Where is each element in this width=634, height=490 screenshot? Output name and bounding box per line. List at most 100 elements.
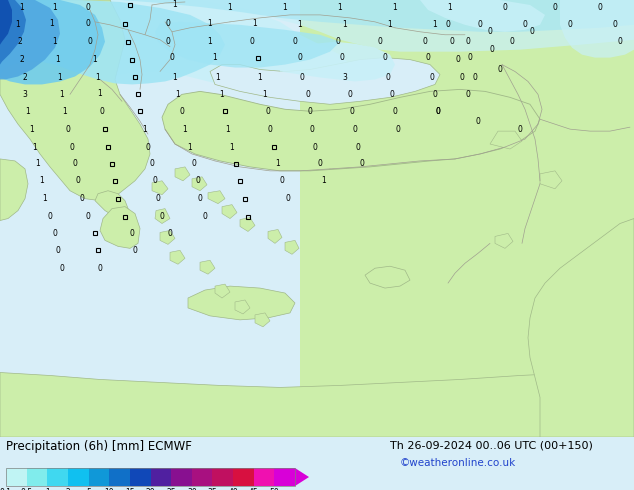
Text: 1: 1 — [143, 124, 147, 134]
Text: 0: 0 — [340, 53, 344, 62]
Text: 1: 1 — [257, 73, 262, 82]
Text: 0: 0 — [250, 37, 254, 46]
Text: 0: 0 — [503, 3, 507, 12]
Text: 0: 0 — [465, 37, 470, 46]
Polygon shape — [240, 218, 255, 231]
Text: 0: 0 — [465, 90, 470, 99]
Text: 1: 1 — [30, 124, 34, 134]
Bar — [171, 468, 192, 486]
Polygon shape — [295, 468, 309, 486]
Text: 0: 0 — [165, 19, 171, 28]
Text: 1: 1 — [252, 19, 257, 28]
Text: 1: 1 — [56, 55, 60, 64]
Bar — [254, 468, 275, 486]
Text: 0: 0 — [436, 107, 441, 116]
Text: 0: 0 — [191, 159, 197, 169]
Text: 1: 1 — [49, 19, 55, 28]
Text: 0: 0 — [280, 176, 285, 185]
Text: 0: 0 — [79, 194, 84, 203]
Text: 0: 0 — [356, 143, 361, 151]
Text: 1: 1 — [60, 90, 65, 99]
Polygon shape — [175, 167, 190, 181]
Bar — [130, 468, 150, 486]
Text: 0: 0 — [167, 229, 172, 238]
Text: 0: 0 — [155, 194, 160, 203]
Text: 0: 0 — [510, 37, 514, 46]
Text: 0: 0 — [476, 117, 481, 126]
Polygon shape — [540, 171, 562, 189]
Text: 0: 0 — [86, 212, 91, 221]
Text: 1: 1 — [276, 159, 280, 169]
Text: 0: 0 — [467, 53, 472, 62]
Text: 35: 35 — [207, 488, 217, 490]
Text: 2: 2 — [65, 488, 70, 490]
Text: 1: 1 — [392, 3, 398, 12]
Text: 1: 1 — [58, 73, 62, 82]
Text: 0: 0 — [353, 124, 358, 134]
Polygon shape — [0, 0, 26, 65]
Text: 0: 0 — [98, 264, 103, 273]
Text: 1: 1 — [387, 20, 392, 29]
Text: 1: 1 — [16, 20, 20, 29]
Text: 0: 0 — [266, 107, 271, 116]
Text: 1: 1 — [96, 73, 100, 82]
Polygon shape — [100, 207, 140, 248]
Text: 0: 0 — [70, 143, 74, 151]
Text: 0: 0 — [160, 212, 164, 221]
Polygon shape — [0, 159, 28, 220]
Text: 0: 0 — [522, 20, 527, 29]
Text: 1: 1 — [262, 90, 268, 99]
Bar — [27, 468, 48, 486]
Text: 0: 0 — [335, 37, 340, 46]
Bar — [6, 468, 295, 486]
Bar — [150, 468, 171, 486]
Text: 0: 0 — [385, 73, 391, 82]
Polygon shape — [0, 0, 12, 45]
Polygon shape — [0, 0, 634, 51]
Polygon shape — [188, 286, 295, 320]
Text: 0: 0 — [567, 20, 573, 29]
Text: 0.5: 0.5 — [20, 488, 33, 490]
Polygon shape — [560, 0, 634, 58]
Text: 1: 1 — [53, 3, 57, 12]
Text: 0: 0 — [169, 53, 174, 62]
Text: 0: 0 — [53, 229, 58, 238]
Text: 0: 0 — [425, 53, 430, 62]
Text: 0: 0 — [198, 194, 202, 203]
Text: 0: 0 — [618, 37, 623, 46]
Bar — [68, 468, 89, 486]
Text: 1: 1 — [219, 90, 224, 99]
Bar — [48, 468, 68, 486]
Text: 0: 0 — [165, 37, 171, 46]
Text: 3: 3 — [23, 90, 27, 99]
Text: 0: 0 — [489, 45, 495, 54]
Text: 15: 15 — [125, 488, 134, 490]
Text: 0: 0 — [285, 194, 290, 203]
Text: 0: 0 — [307, 107, 313, 116]
Text: 0: 0 — [488, 27, 493, 36]
Text: 0: 0 — [56, 246, 60, 255]
Text: 1: 1 — [36, 159, 41, 169]
Text: 1: 1 — [188, 143, 192, 151]
Text: 0: 0 — [598, 3, 602, 12]
Text: 0: 0 — [195, 176, 200, 185]
Text: 0: 0 — [382, 53, 387, 62]
Text: 2: 2 — [18, 37, 22, 46]
Text: 0: 0 — [72, 159, 77, 169]
Text: 1: 1 — [228, 3, 233, 12]
Text: 1: 1 — [98, 89, 102, 98]
Text: 0: 0 — [146, 143, 150, 151]
Text: 0: 0 — [436, 107, 441, 116]
Text: 0: 0 — [60, 264, 65, 273]
Bar — [6, 468, 27, 486]
Polygon shape — [490, 131, 522, 149]
Polygon shape — [300, 0, 634, 437]
Text: 1: 1 — [25, 107, 30, 116]
Polygon shape — [0, 372, 634, 437]
Text: 0: 0 — [202, 212, 207, 221]
Polygon shape — [528, 219, 634, 437]
Polygon shape — [192, 177, 207, 191]
Text: 0.1: 0.1 — [0, 488, 12, 490]
Text: 0: 0 — [292, 37, 297, 46]
Text: 1: 1 — [207, 37, 212, 46]
